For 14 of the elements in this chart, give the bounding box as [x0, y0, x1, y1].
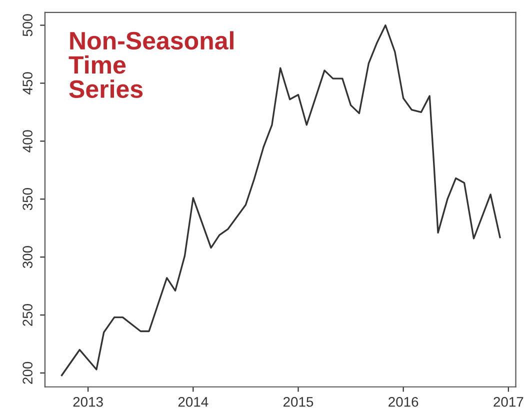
line-series	[60, 24, 501, 376]
y-tick-label: 450	[22, 72, 32, 94]
y-tick-label: 500	[22, 14, 32, 36]
y-tick-label: 400	[22, 130, 32, 152]
x-tick-label: 2017	[494, 396, 524, 407]
x-tick-label: 2015	[283, 396, 314, 407]
y-tick-label: 300	[22, 246, 32, 268]
y-tick-label: 350	[22, 188, 32, 210]
y-tick-label: 250	[22, 304, 32, 326]
x-tick-label: 2014	[178, 396, 208, 407]
x-tick-label: 2013	[73, 396, 103, 407]
y-tick-label: 200	[22, 362, 32, 384]
text: Non-Seasonal Time Series	[68, 31, 234, 98]
x-tick-label: 2016	[388, 396, 418, 407]
